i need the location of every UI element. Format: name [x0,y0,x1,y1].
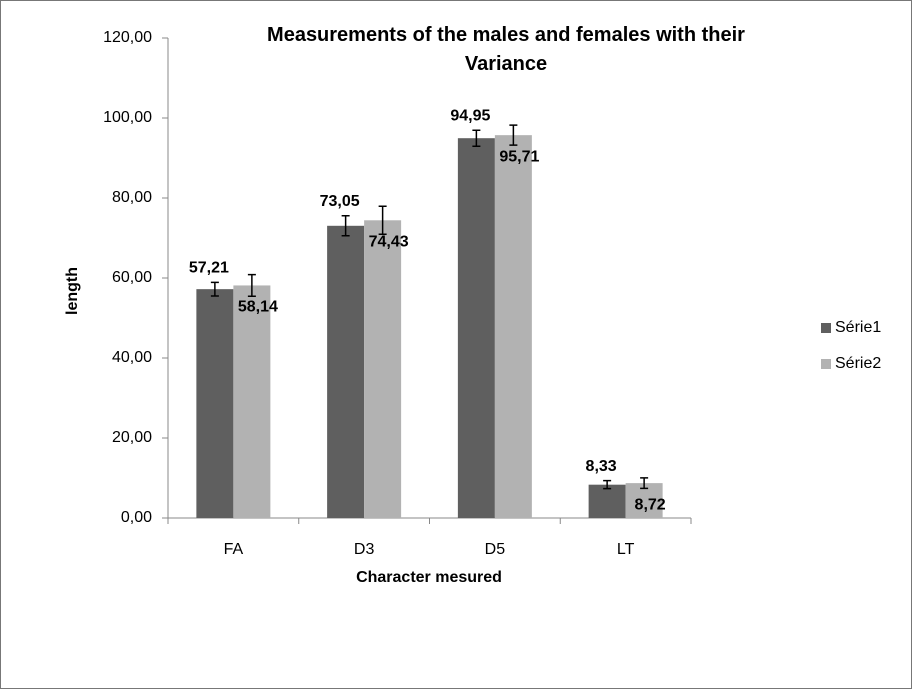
legend-label: Série1 [835,319,881,336]
x-axis-title: Character mesured [356,569,502,586]
bar [588,484,626,518]
y-tick-label: 120,00 [103,29,152,46]
x-tick-label: LT [617,541,635,558]
value-label: 58,14 [238,299,278,316]
y-tick-label: 40,00 [112,349,152,366]
legend-label: Série2 [835,355,881,372]
y-tick-label: 80,00 [112,189,152,206]
y-tick-label: 0,00 [121,509,152,526]
error-bar [341,215,350,237]
bar [327,225,365,519]
y-tick-label: 20,00 [112,429,152,446]
y-tick-label: 60,00 [112,269,152,286]
y-axis-title: length [64,267,81,315]
value-label: 95,71 [499,148,539,165]
value-label: 8,33 [586,458,617,475]
y-tick-label: 100,00 [103,109,152,126]
x-tick-label: D5 [485,541,506,558]
x-tick-label: D3 [354,541,375,558]
value-label: 57,21 [189,260,229,277]
error-bar [603,479,612,490]
x-tick-label: FA [224,541,244,558]
bar [196,289,234,518]
legend-swatch [821,323,831,333]
bar [494,135,532,518]
value-label: 8,72 [635,496,666,513]
error-bar [378,205,387,236]
value-label: 74,43 [369,233,409,250]
error-bar [640,477,649,490]
bar [364,220,402,518]
bar [457,138,495,518]
legend-swatch [821,359,831,369]
bar [233,285,271,518]
error-bar [509,124,518,146]
chart-title: Measurements of the males and females wi… [267,24,745,75]
value-label: 73,05 [320,193,360,210]
error-bar [472,129,481,147]
value-label: 94,95 [450,107,490,124]
error-bar [247,273,256,297]
error-bar [210,281,219,297]
